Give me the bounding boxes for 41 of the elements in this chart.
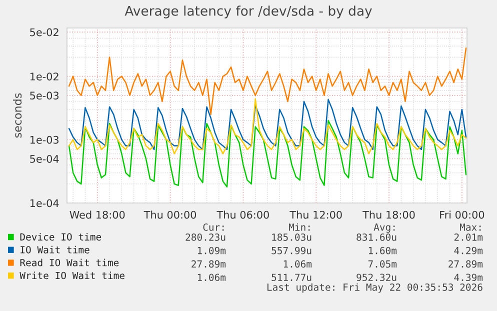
x-tick-label: Thu 12:00 [290,210,342,219]
text: 27.89m [192,260,226,268]
text: 2.01m [454,233,483,241]
text: 185.03u [272,233,312,241]
text: 280.23u [186,233,226,241]
x-tick-label: Thu 00:00 [144,210,196,219]
y-tick-label: 5e-02 [30,28,58,36]
x-tick-label: Wed 18:00 [70,210,125,219]
text: 1.60m [368,246,397,254]
y-tick-label: 1e-04 [30,199,59,208]
text: 831.60u [356,233,396,241]
legend-label: IO Wait time [20,246,90,254]
legend-label: Device IO time [20,233,102,241]
text: Avg: [374,224,395,233]
text: 27.89m [448,260,483,268]
y-axis-title: seconds [13,93,22,138]
x-tick-label: Thu 06:00 [216,210,269,219]
x-tick-label: Thu 18:00 [362,210,415,219]
text: 511.77u [272,274,312,282]
text: 1.06m [284,260,312,268]
chart-title: Average latency for /dev/sda - by day [124,6,372,18]
line-series [68,120,467,188]
legend-label: Write IO Wait time [20,272,124,280]
text: 952.32u [356,274,396,282]
y-tick-label: 1e-03 [30,136,59,144]
legend-label: Read IO Wait time [20,258,119,266]
text: Cur: [203,223,224,231]
text: Min: [288,223,310,231]
line-series [68,48,467,116]
y-tick-label: 5e-03 [30,92,59,100]
y-tick-label: 5e-04 [30,154,59,163]
text: 4.39m [454,274,483,282]
text: 7.05m [368,260,397,268]
y-tick-label: 1e-02 [30,72,58,80]
text: 4.29m [454,246,483,254]
text: Last update: Fri May 22 00:35:53 2026 [267,283,482,293]
text: 557.99u [272,246,312,254]
x-tick-label: Fri 00:00 [440,210,484,219]
text: Max: [460,224,481,231]
text: 1.09m [198,246,226,254]
text: 1.06m [198,274,226,282]
